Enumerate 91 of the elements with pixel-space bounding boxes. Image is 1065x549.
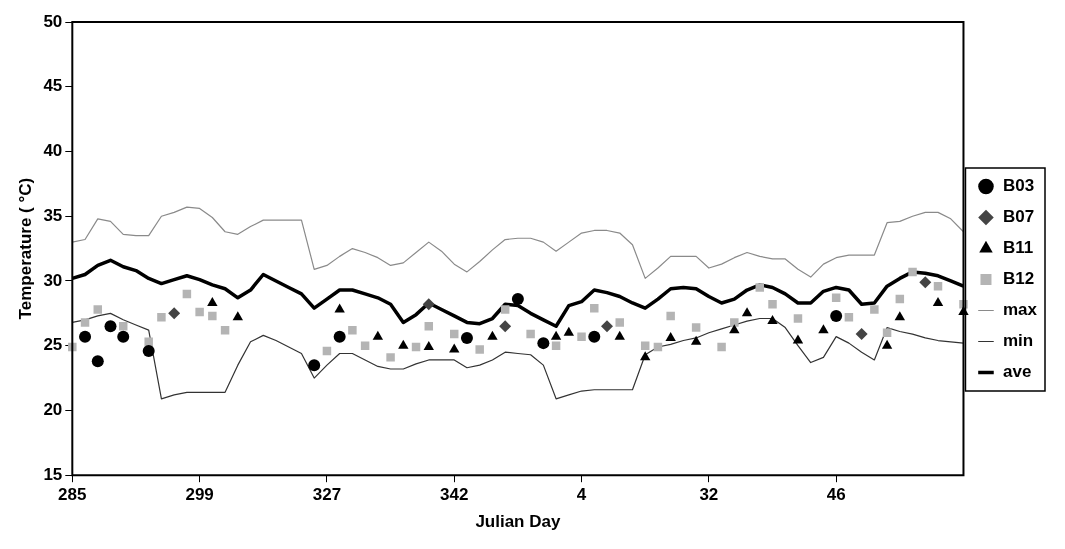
x-tick-label: 342 <box>440 485 469 505</box>
point <box>398 339 409 349</box>
point <box>691 323 701 332</box>
legend-label: ave <box>1002 362 1032 382</box>
point <box>550 330 562 340</box>
point <box>690 335 702 345</box>
y-tick-label: 35 <box>43 205 63 225</box>
point <box>232 311 244 321</box>
point <box>793 314 803 323</box>
point <box>372 330 384 340</box>
point <box>665 331 676 341</box>
point <box>894 311 906 321</box>
legend-label: B07 <box>1002 207 1035 227</box>
x-tick-label: 327 <box>312 485 342 505</box>
point <box>818 324 829 334</box>
point <box>855 328 868 341</box>
point <box>348 325 357 335</box>
point <box>792 334 804 344</box>
y-axis-title: Temperature ( °C) <box>15 177 35 320</box>
point <box>730 318 739 327</box>
y-tick-label: 50 <box>43 11 63 31</box>
y-tick-label: 45 <box>43 76 63 96</box>
point <box>614 330 625 340</box>
point <box>511 293 524 306</box>
point <box>767 315 778 325</box>
point <box>333 330 346 343</box>
point <box>79 330 92 343</box>
point <box>563 326 575 336</box>
point <box>590 303 599 313</box>
point <box>551 341 561 350</box>
point <box>666 311 675 321</box>
point <box>308 359 321 372</box>
point <box>729 324 740 334</box>
point <box>449 343 460 353</box>
point <box>588 330 601 343</box>
point <box>360 341 370 350</box>
point <box>157 312 166 322</box>
point <box>142 344 155 357</box>
point <box>870 305 879 314</box>
y-tick-label: 15 <box>43 464 63 484</box>
point <box>919 276 932 289</box>
point <box>640 341 650 350</box>
y-tick-label: 40 <box>43 141 63 161</box>
point <box>932 296 944 306</box>
point <box>500 305 510 314</box>
point <box>424 322 434 331</box>
x-tick-label: 46 <box>826 485 846 505</box>
x-tick-label: 299 <box>185 485 214 505</box>
point <box>577 332 586 341</box>
point <box>208 311 217 321</box>
y-tick-label: 25 <box>43 335 63 355</box>
point <box>830 309 843 322</box>
point <box>93 305 103 314</box>
x-axis-title: Julian Day <box>475 512 561 532</box>
point <box>460 331 473 344</box>
point <box>768 300 777 309</box>
legend-label: min <box>1002 331 1034 351</box>
x-tick-label: 285 <box>58 485 87 505</box>
point <box>601 320 614 333</box>
point <box>640 351 651 361</box>
x-tick-label: 32 <box>699 485 719 505</box>
point <box>615 318 624 327</box>
point <box>755 283 765 292</box>
point <box>195 307 204 317</box>
point <box>168 307 181 320</box>
legend-label: B03 <box>1002 176 1035 196</box>
y-tick-label: 30 <box>43 270 63 290</box>
point <box>104 320 117 333</box>
point <box>537 337 550 350</box>
point <box>422 298 435 311</box>
point <box>475 345 484 354</box>
point <box>423 341 434 351</box>
point <box>881 339 893 349</box>
point <box>386 353 395 362</box>
legend-label: B11 <box>1002 238 1034 258</box>
x-tick-label: 4 <box>576 485 587 505</box>
point <box>741 307 753 317</box>
y-tick-label: 20 <box>43 400 63 420</box>
point <box>144 337 153 347</box>
point <box>91 355 104 368</box>
point <box>117 330 130 343</box>
point <box>908 267 917 277</box>
legend-label: B12 <box>1002 269 1035 289</box>
point <box>80 318 90 327</box>
point <box>499 320 512 333</box>
point <box>717 342 726 352</box>
point <box>487 330 498 340</box>
point <box>526 329 535 339</box>
point <box>207 296 218 306</box>
legend-label: max <box>1002 300 1038 320</box>
point <box>118 322 128 331</box>
